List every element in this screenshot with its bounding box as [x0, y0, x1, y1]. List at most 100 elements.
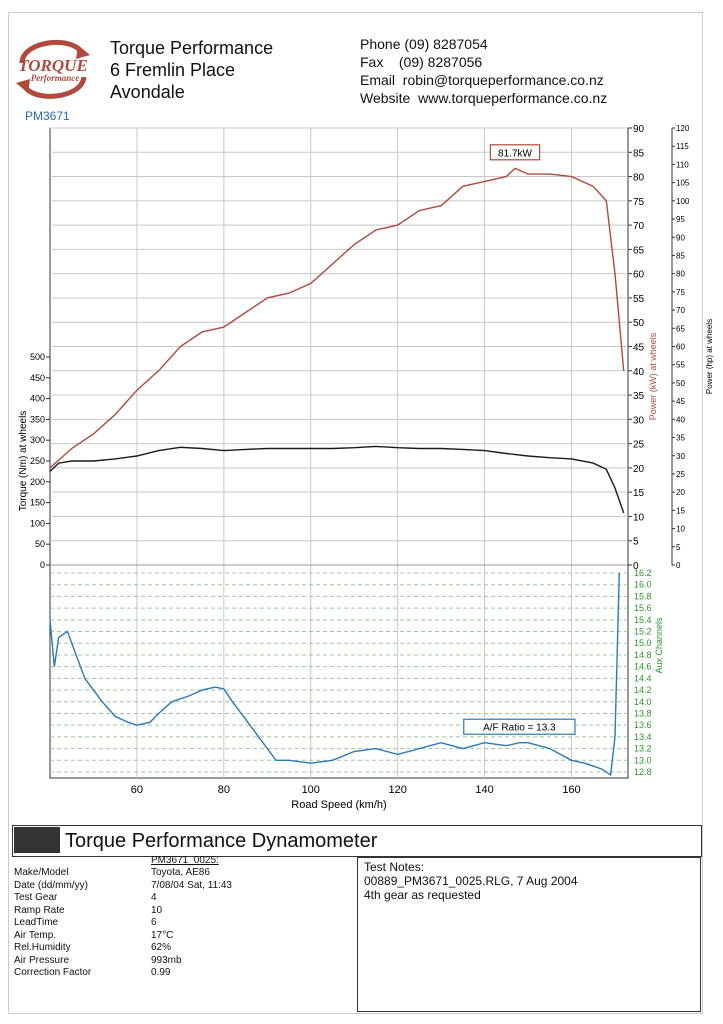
nm-tick-label: 250	[30, 456, 45, 466]
aux-tick-label: 13.2	[634, 744, 652, 754]
detail-key: Air Pressure	[14, 954, 70, 966]
aux-tick-label: 15.6	[634, 603, 652, 613]
x-tick-label: 80	[218, 784, 230, 796]
hp-tick-label: 105	[676, 179, 690, 188]
detail-value: 7/08/04 Sat, 11:43	[151, 879, 232, 891]
nm-tick-label: 500	[30, 352, 45, 362]
aux-tick-label: 13.4	[634, 732, 652, 742]
hp-tick-label: 35	[676, 434, 685, 443]
kw-tick-label: 30	[633, 415, 645, 426]
company-address-2: Avondale	[110, 82, 185, 102]
company-address-1: 6 Fremlin Place	[110, 60, 236, 80]
detail-value: 6	[151, 917, 157, 928]
contact-phone: Phone (09) 8287054	[360, 36, 488, 52]
test-notes-box: Test Notes: 00889_PM3671_0025.RLG, 7 Aug…	[357, 857, 701, 1012]
kw-tick-label: 50	[633, 318, 645, 329]
detail-value: Toyota, AE86	[151, 867, 210, 878]
aux-tick-label: 15.0	[634, 638, 652, 648]
detail-row: Rel.Humidity 62%	[14, 942, 351, 955]
kw-tick-label: 55	[633, 294, 645, 305]
kw-tick-label: 25	[633, 440, 645, 451]
hp-tick-label: 50	[676, 379, 685, 388]
series-line-power	[49, 167, 625, 469]
kw-tick-label: 85	[633, 148, 645, 159]
kw-tick-label: 75	[633, 197, 645, 208]
notes-title: Test Notes:	[364, 860, 425, 874]
annotation-box	[463, 718, 576, 735]
footer-logo-icon	[14, 827, 60, 853]
kw-tick-label: 45	[633, 343, 645, 354]
nm-tick-label: 300	[30, 435, 45, 445]
aux-tick-label: 15.8	[634, 591, 652, 601]
detail-row: Air Pressure 993mb	[14, 955, 351, 968]
hp-tick-label: 120	[676, 124, 690, 133]
detail-row: Ramp Rate 10	[14, 905, 351, 918]
hp-tick-label: 70	[676, 306, 685, 315]
contact-fax: Fax (09) 8287056	[360, 54, 483, 70]
hp-tick-label: 5	[676, 543, 681, 552]
kw-tick-label: 65	[633, 245, 645, 256]
power-hp-axis-title: Power (hp) at wheels	[705, 319, 714, 394]
detail-value: 0.99	[151, 967, 171, 978]
x-tick-label: 160	[562, 784, 580, 796]
logo-text-2: Performance	[31, 73, 80, 83]
x-axis-title: Road Speed (km/h)	[291, 799, 386, 811]
hp-tick-label: 20	[676, 488, 685, 497]
aux-tick-label: 14.6	[634, 662, 652, 672]
hp-tick-label: 115	[676, 142, 689, 151]
contact-website: Website www.torqueperformance.co.nz	[360, 90, 608, 106]
nm-tick-label: 400	[30, 394, 45, 404]
aux-tick-label: 16.2	[634, 568, 652, 578]
x-tick-label: 100	[302, 784, 320, 796]
torque-axis-title: Torque (Nm) at wheels	[18, 411, 29, 512]
kw-tick-label: 10	[633, 512, 645, 523]
detail-row: Test Gear 4	[14, 892, 351, 905]
annotation-box	[489, 144, 541, 161]
kw-tick-label: 40	[633, 367, 645, 378]
detail-row: Air Temp. 17°C	[14, 930, 351, 943]
series-line-a-f-ratio	[49, 572, 620, 777]
hp-tick-label: 95	[676, 215, 685, 224]
aux-tick-label: 15.4	[634, 615, 652, 625]
detail-value: 17°C	[151, 929, 174, 941]
aux-tick-label: 14.4	[634, 673, 652, 683]
aux-tick-label: 13.0	[634, 755, 652, 765]
aux-tick-label: 16.0	[634, 580, 652, 590]
x-tick-label: 140	[475, 784, 493, 796]
detail-key: Test Gear	[14, 892, 58, 903]
annotation-label: 81.7kW	[498, 148, 532, 159]
nm-tick-label: 350	[30, 414, 45, 424]
hp-tick-label: 25	[676, 470, 685, 479]
detail-key: Air Temp.	[14, 929, 57, 941]
detail-row: Make/Model Toyota, AE86	[14, 867, 351, 880]
nm-tick-label: 100	[30, 518, 45, 528]
detail-value: 62%	[151, 942, 172, 953]
company-block: Torque Performance 6 Fremlin Place Avond…	[110, 37, 273, 103]
kw-tick-label: 20	[633, 464, 645, 475]
nm-tick-label: 450	[30, 373, 45, 383]
aux-tick-label: 14.2	[634, 685, 652, 695]
detail-value: 10	[151, 904, 163, 916]
company-name: Torque Performance	[110, 38, 274, 58]
detail-value: 4	[151, 892, 157, 903]
detail-row: Date (dd/mm/yy) 7/08/04 Sat, 11:43	[14, 880, 351, 893]
contact-email: Email robin@torqueperformance.co.nz	[360, 72, 604, 88]
kw-tick-label: 15	[633, 488, 645, 499]
hp-tick-label: 65	[676, 324, 685, 333]
detail-key: Date (dd/mm/yy)	[14, 879, 88, 891]
nm-tick-label: 0	[40, 560, 45, 570]
kw-tick-label: 0	[633, 561, 639, 572]
torque-logo: TORQUE Performance	[16, 39, 90, 99]
detail-key: Make/Model	[14, 867, 69, 878]
logo-text-1: TORQUE	[18, 56, 88, 75]
nm-tick-label: 50	[35, 539, 45, 549]
hp-tick-label: 0	[676, 561, 681, 570]
run-details-table: Make/Model Toyota, AE86 Date (dd/mm/yy) 7/0…	[14, 867, 351, 980]
x-tick-label: 60	[131, 784, 143, 796]
kw-tick-label: 90	[633, 124, 645, 135]
hp-tick-label: 85	[676, 251, 685, 260]
hp-tick-label: 100	[676, 197, 690, 206]
detail-key: Ramp Rate	[14, 904, 65, 916]
hp-tick-label: 60	[676, 343, 685, 352]
detail-key: Rel.Humidity	[14, 942, 71, 953]
